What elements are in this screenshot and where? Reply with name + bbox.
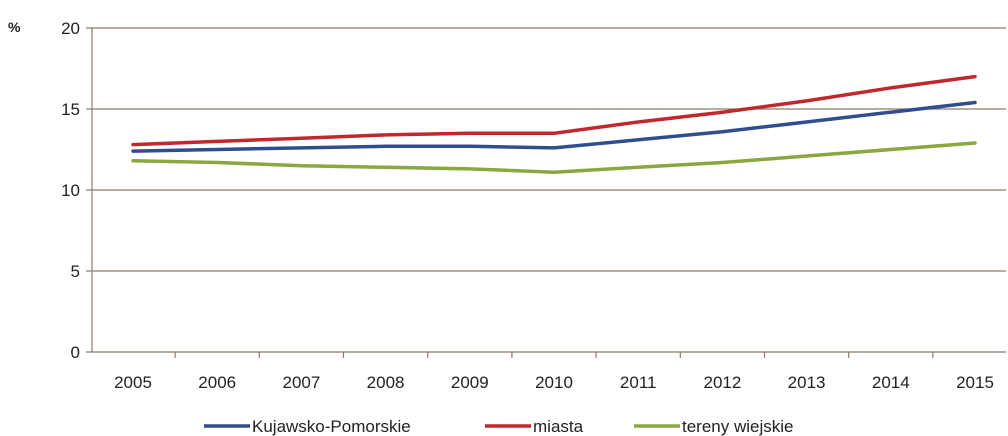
y-tick-label: 15	[61, 100, 80, 119]
series-lines	[131, 74, 977, 174]
x-tick-labels: 2005 2006 2007 2008 2009 2010 2011 2012 2013 2014…	[114, 373, 994, 392]
y-tick-labels: 0 5 10 15 20	[61, 19, 80, 362]
axes	[86, 27, 1006, 358]
legend-label: miasta	[533, 417, 584, 436]
series-line	[131, 74, 977, 147]
x-tick-label: 2008	[367, 373, 405, 392]
legend-label: tereny wiejskie	[682, 417, 794, 436]
y-axis-unit-label: %	[8, 19, 21, 35]
x-tick-label: 2011	[620, 373, 657, 392]
y-tick-label: 10	[61, 181, 80, 200]
x-tick-label: 2009	[451, 373, 489, 392]
x-tick-label: 2010	[535, 373, 573, 392]
series-line	[131, 141, 977, 174]
x-tick-label: 2015	[956, 373, 994, 392]
legend-label: Kujawsko-Pomorskie	[252, 417, 411, 436]
y-tick-label: 5	[71, 262, 80, 281]
x-tick-label: 2012	[703, 373, 741, 392]
x-tick-label: 2005	[114, 373, 152, 392]
x-tick-label: 2014	[872, 373, 910, 392]
series-line	[131, 100, 977, 153]
gridlines	[92, 27, 1006, 272]
legend: Kujawsko-Pomorskie miasta tereny wiejskie	[204, 417, 794, 436]
y-tick-label: 0	[71, 343, 80, 362]
x-tick-label: 2006	[198, 373, 236, 392]
y-tick-label: 20	[61, 19, 80, 38]
x-tick-label: 2013	[788, 373, 826, 392]
x-tick-label: 2007	[282, 373, 320, 392]
